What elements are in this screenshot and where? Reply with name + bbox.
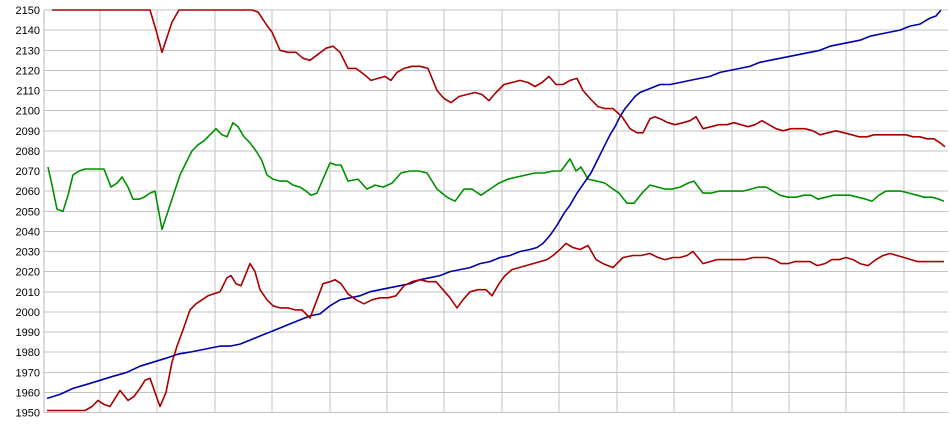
- y-axis-tick-label: 1950: [16, 408, 40, 420]
- y-axis-tick-label: 2000: [16, 307, 40, 319]
- blue-line: [46, 9, 942, 400]
- y-axis-tick-label: 1960: [16, 387, 40, 399]
- y-axis-tick-label: 2150: [16, 5, 40, 17]
- gridlines-layer: [43, 9, 948, 413]
- upper-red-line: [52, 9, 946, 148]
- y-axis-tick-label: 2120: [16, 65, 40, 77]
- y-axis-tick-label: 2140: [16, 25, 40, 37]
- series-layer: [46, 9, 946, 412]
- y-axis-tick-label: 2050: [16, 206, 40, 218]
- y-axis-tick-label: 2100: [16, 106, 40, 118]
- y-axis-tick-label: 2070: [16, 166, 40, 178]
- y-axis-tick-label: 1980: [16, 347, 40, 359]
- y-axis-tick-label: 2130: [16, 45, 40, 57]
- y-axis-tick-label: 2020: [16, 267, 40, 279]
- y-axis-tick-label: 2030: [16, 247, 40, 259]
- y-axis-tick-label: 2110: [16, 86, 40, 98]
- y-axis-tick-label: 2090: [16, 126, 40, 138]
- green-line: [47, 121, 945, 231]
- y-axis-tick-label: 2010: [16, 287, 40, 299]
- y-axis-tick-label: 2080: [16, 146, 40, 158]
- y-axis-tick-label: 1970: [16, 367, 40, 379]
- lower-red-line: [47, 242, 944, 412]
- y-axis-tick-label: 1990: [16, 327, 40, 339]
- y-axis-tick-label: 2040: [16, 226, 40, 238]
- y-axis-tick-label: 2060: [16, 186, 40, 198]
- y-axis-labels: 2150 2140 2130 2120 2110 2100 2090 2080 2070 2060…: [16, 5, 40, 420]
